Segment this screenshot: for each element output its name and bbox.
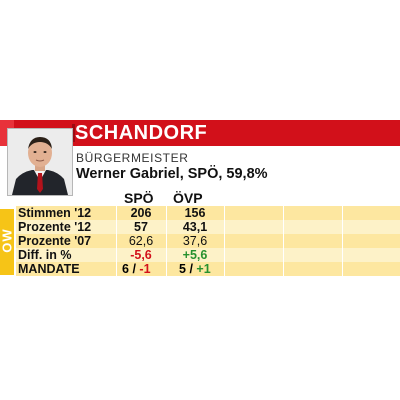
column-header-oevp: ÖVP [173,190,203,206]
spoe-value: -5,6 [130,248,152,262]
column-divider [116,190,117,280]
mayor-photo [7,128,73,196]
table-row: Stimmen '12 206 156 [16,206,400,220]
row-label: MANDATE [18,262,80,276]
oevp-value: +5,6 [182,248,208,262]
oevp-seat-count: 5 [179,262,186,276]
table-row: Diff. in % -5,6 +5,6 [16,248,400,262]
side-tab: OW [0,209,15,275]
spoe-value: 57 [134,220,148,234]
table-row: Prozente '12 57 43,1 [16,220,400,234]
oevp-seat-change: +1 [196,262,211,276]
table-row: Prozente '07 62,6 37,6 [16,234,400,248]
column-divider [224,190,225,280]
election-result-card: SCHANDORF BÜRGERMEISTER Werner Gabriel, … [0,120,400,283]
oevp-value: 37,6 [182,234,208,248]
spoe-value: 62,6 [128,234,154,248]
column-divider [166,190,167,280]
mandate-row: MANDATE 6 / -1 5 / +1 [16,262,400,276]
spoe-separator: / [132,262,136,276]
spoe-seat-count: 6 [122,262,129,276]
oevp-value: 43,1 [182,220,208,234]
row-label: Prozente '07 [18,234,92,248]
spoe-seat-change: -1 [139,262,151,276]
side-tab-label: OW [0,228,15,253]
mayor-name-line: Werner Gabriel, SPÖ, 59,8% [76,166,268,182]
oevp-mandates: 5 / +1 [179,262,211,276]
column-header-spoe: SPÖ [124,190,154,206]
column-divider [283,190,284,280]
oevp-separator: / [189,262,193,276]
row-label: Prozente '12 [18,220,92,234]
column-divider [342,190,343,280]
municipality-title: SCHANDORF [71,122,208,144]
office-label: BÜRGERMEISTER [76,151,189,165]
row-label: Diff. in % [18,248,72,262]
spoe-value: 206 [130,206,152,220]
row-label: Stimmen '12 [18,206,92,220]
spoe-mandates: 6 / -1 [122,262,151,276]
oevp-value: 156 [184,206,206,220]
